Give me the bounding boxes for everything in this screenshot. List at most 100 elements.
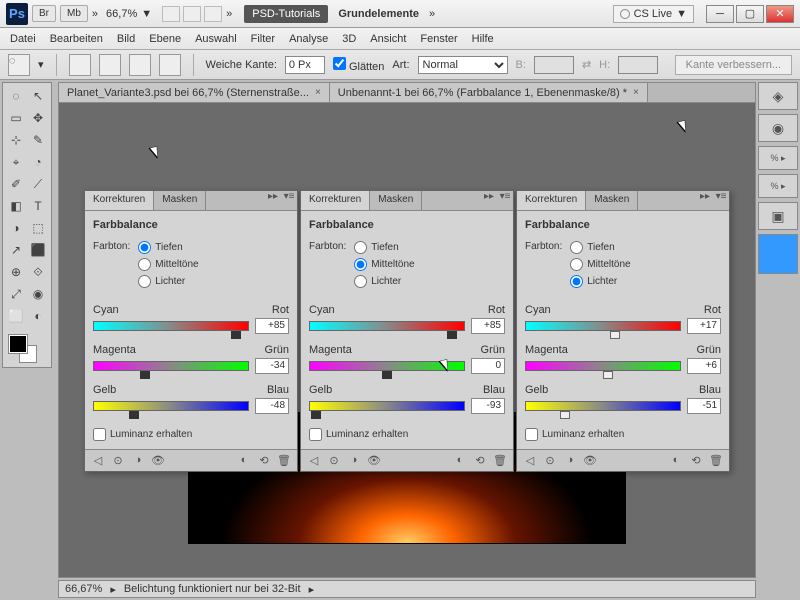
preset-icon[interactable]: ⊙ — [327, 454, 341, 468]
tab-masken[interactable]: Masken — [154, 191, 206, 210]
minibridge-button[interactable]: Mb — [60, 5, 88, 22]
layer-icon[interactable]: ◑ — [131, 454, 145, 468]
tool-10[interactable]: ◧ — [5, 195, 27, 217]
selection-add-icon[interactable] — [99, 54, 121, 76]
slider-thumb[interactable] — [447, 331, 457, 339]
tab-korrekturen[interactable]: Korrekturen — [85, 191, 154, 210]
slider-thumb[interactable] — [140, 371, 150, 379]
radio-lichter[interactable]: Lichter — [138, 275, 198, 288]
menu-datei[interactable]: Datei — [10, 33, 36, 45]
menu-icon[interactable]: ▾≡ — [497, 191, 513, 210]
preset-icon[interactable]: ⊙ — [543, 454, 557, 468]
cslive-button[interactable]: CS Live▼ — [613, 5, 694, 23]
collapse-icon[interactable]: ▸▸ — [265, 191, 281, 210]
radio-mitteltöne[interactable]: Mitteltöne — [354, 258, 414, 271]
status-zoom[interactable]: 66,67% — [65, 583, 102, 595]
refine-edge-button[interactable]: Kante verbessern... — [675, 55, 792, 75]
clip-icon[interactable]: ◐ — [453, 454, 467, 468]
radio-tiefen[interactable]: Tiefen — [354, 241, 414, 254]
dock-panel-5[interactable]: ▣ — [758, 202, 798, 230]
slider-value[interactable]: -34 — [255, 358, 289, 374]
fg-color-swatch[interactable] — [9, 335, 27, 353]
tool-5[interactable]: ✎ — [27, 129, 49, 151]
clip-icon[interactable]: ◐ — [669, 454, 683, 468]
slider-thumb[interactable] — [231, 331, 241, 339]
workspace-tab-grund[interactable]: Grundelemente — [338, 8, 419, 20]
collapse-icon[interactable]: ▸▸ — [481, 191, 497, 210]
workspace-tab-tutorials[interactable]: PSD-Tutorials — [244, 5, 328, 23]
tool-13[interactable]: ⬚ — [27, 217, 49, 239]
slider-track[interactable] — [93, 361, 249, 371]
clip-icon[interactable]: ◐ — [237, 454, 251, 468]
trash-icon[interactable]: 🗑 — [709, 454, 723, 468]
luminanz-checkbox[interactable]: Luminanz erhalten — [309, 428, 505, 441]
tab-korrekturen[interactable]: Korrekturen — [517, 191, 586, 210]
tool-18[interactable]: ⤢ — [5, 283, 27, 305]
current-tool-icon[interactable]: ◌ — [8, 54, 30, 76]
menu-bild[interactable]: Bild — [117, 33, 135, 45]
feather-input[interactable] — [285, 56, 325, 74]
eye-icon[interactable]: 👁 — [367, 454, 381, 468]
slider-track[interactable] — [525, 401, 681, 411]
slider-value[interactable]: 0 — [471, 358, 505, 374]
slider-thumb[interactable] — [560, 411, 570, 419]
doc-tab-1[interactable]: Planet_Variante3.psd bei 66,7% (Sternens… — [59, 83, 330, 102]
menu-bearbeiten[interactable]: Bearbeiten — [50, 33, 103, 45]
doc-tab-2[interactable]: Unbenannt-1 bei 66,7% (Farbbalance 1, Eb… — [330, 83, 648, 102]
menu-3d[interactable]: 3D — [342, 33, 356, 45]
tool-3[interactable]: ✥ — [27, 107, 49, 129]
slider-thumb[interactable] — [382, 371, 392, 379]
tab-masken[interactable]: Masken — [370, 191, 422, 210]
radio-tiefen[interactable]: Tiefen — [138, 241, 198, 254]
slider-track[interactable] — [93, 401, 249, 411]
dropdown-icon[interactable]: ▾ — [38, 58, 44, 71]
trash-icon[interactable]: 🗑 — [277, 454, 291, 468]
menu-hilfe[interactable]: Hilfe — [472, 33, 494, 45]
close-button[interactable]: ✕ — [766, 5, 794, 23]
tool-7[interactable]: ◔ — [27, 151, 49, 173]
reset-icon[interactable]: ⟲ — [689, 454, 703, 468]
slider-value[interactable]: +17 — [687, 318, 721, 334]
back-icon[interactable]: ◁ — [523, 454, 537, 468]
menu-fenster[interactable]: Fenster — [420, 33, 457, 45]
slider-track[interactable] — [525, 321, 681, 331]
dock-panel-3[interactable]: % ▸ — [758, 146, 798, 170]
layer-icon[interactable]: ◑ — [347, 454, 361, 468]
tool-21[interactable]: ◐ — [27, 305, 49, 327]
tool-14[interactable]: ↗ — [5, 239, 27, 261]
slider-value[interactable]: +6 — [687, 358, 721, 374]
dock-panel-2[interactable]: ◉ — [758, 114, 798, 142]
tool-4[interactable]: ⊹ — [5, 129, 27, 151]
tool-16[interactable]: ⊕ — [5, 261, 27, 283]
radio-mitteltöne[interactable]: Mitteltöne — [138, 258, 198, 271]
tool-9[interactable]: ⟋ — [27, 173, 49, 195]
tool-0[interactable]: ◌ — [5, 85, 27, 107]
radio-lichter[interactable]: Lichter — [354, 275, 414, 288]
tab-masken[interactable]: Masken — [586, 191, 638, 210]
back-icon[interactable]: ◁ — [307, 454, 321, 468]
menu-auswahl[interactable]: Auswahl — [195, 33, 237, 45]
slider-track[interactable] — [93, 321, 249, 331]
slider-track[interactable] — [525, 361, 681, 371]
tool-11[interactable]: T — [27, 195, 49, 217]
tab-korrekturen[interactable]: Korrekturen — [301, 191, 370, 210]
slider-track[interactable] — [309, 321, 465, 331]
dock-panel-6[interactable] — [758, 234, 798, 274]
menu-ansicht[interactable]: Ansicht — [370, 33, 406, 45]
slider-value[interactable]: -93 — [471, 398, 505, 414]
menu-ebene[interactable]: Ebene — [149, 33, 181, 45]
zoom-dropdown-icon[interactable]: ▼ — [141, 8, 152, 20]
close-tab-icon[interactable]: × — [633, 87, 639, 98]
antialias-checkbox[interactable]: Glätten — [333, 57, 385, 73]
slider-value[interactable]: +85 — [471, 318, 505, 334]
zoom-level[interactable]: 66,7% — [106, 8, 137, 20]
luminanz-checkbox[interactable]: Luminanz erhalten — [525, 428, 721, 441]
slider-thumb[interactable] — [311, 411, 321, 419]
close-tab-icon[interactable]: × — [315, 87, 321, 98]
menu-analyse[interactable]: Analyse — [289, 33, 328, 45]
selection-sub-icon[interactable] — [129, 54, 151, 76]
menu-icon[interactable]: ▾≡ — [713, 191, 729, 210]
slider-track[interactable] — [309, 361, 465, 371]
minimize-button[interactable]: ─ — [706, 5, 734, 23]
view-icon-3[interactable] — [204, 6, 222, 22]
